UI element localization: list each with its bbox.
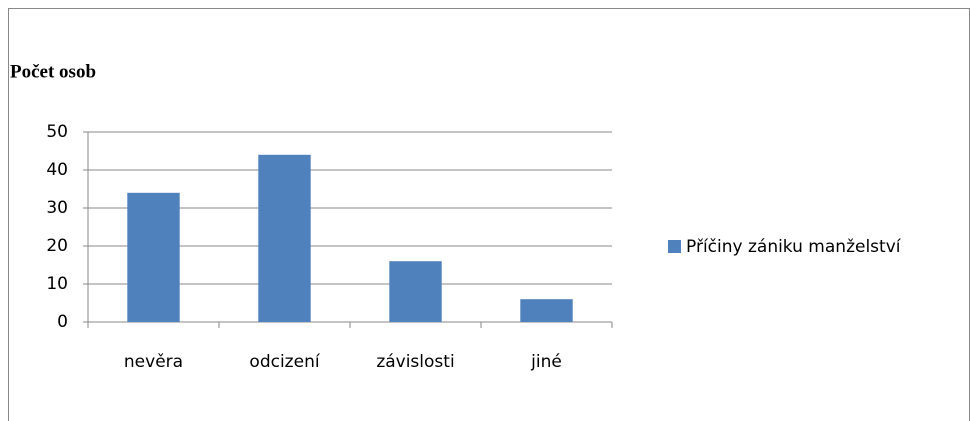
x-tick-label: nevěra [124,352,183,372]
chart-title: Počet osob [10,61,96,82]
x-tick-label: odcizení [249,352,320,372]
x-tick-label: závislosti [376,352,454,372]
y-tick-label: 10 [46,274,68,294]
y-tick-label: 30 [46,198,68,218]
x-tick-label: jiné [530,352,562,372]
bar [258,154,311,322]
y-tick-label: 20 [46,236,68,256]
legend-swatch [668,240,681,253]
y-tick-label: 50 [46,122,68,142]
bar [389,261,442,322]
legend-label: Příčiny zániku manželství [686,237,902,257]
bar [127,192,180,322]
bar [520,299,573,322]
y-tick-label: 0 [57,312,68,332]
y-tick-label: 40 [46,160,68,180]
